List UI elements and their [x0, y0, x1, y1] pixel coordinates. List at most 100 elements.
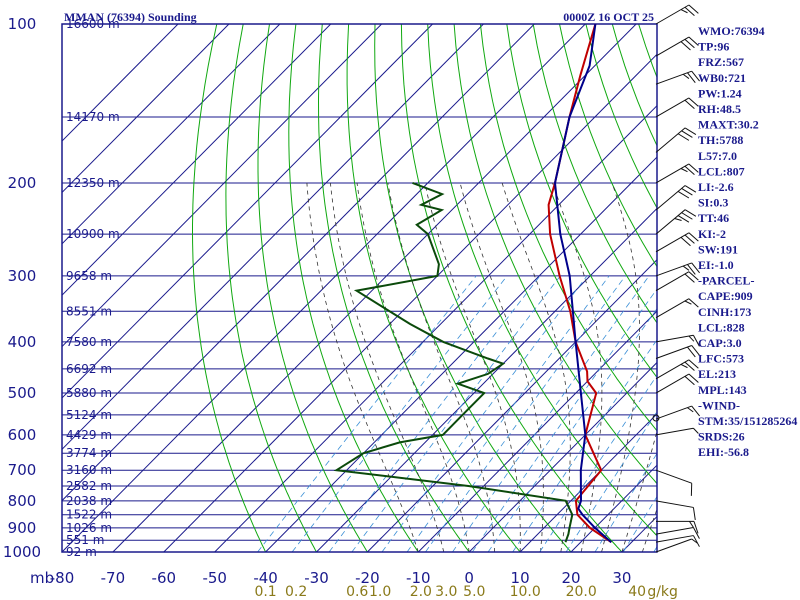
wind-barb-1: [655, 535, 700, 547]
isotherm--30: [316, 207, 657, 552]
height-label-5: 8551 m: [66, 304, 112, 318]
dry-adiabat-20: [374, 24, 572, 552]
index-line-24: -WIND-: [698, 398, 740, 412]
index-line-26: SRDS:26: [698, 430, 745, 444]
wind-barb-flag-7-0: [691, 405, 700, 417]
mixing-ratio-10: [539, 374, 657, 552]
height-label-15: 1522 m: [66, 508, 112, 522]
height-label-13: 2582 m: [66, 479, 112, 493]
sounding-curves: [333, 24, 612, 544]
wind-barb-flag-21-1: [687, 72, 696, 83]
height-label-16: 1026 m: [66, 521, 112, 535]
index-line-17: CAPE:909: [698, 289, 753, 303]
wind-barb-flag-6-0: [693, 427, 699, 434]
wind-barb-shaft-7: [655, 405, 692, 420]
dry-adiabat-60: [479, 24, 657, 432]
wind-barb-shaft-22: [655, 36, 690, 57]
wind-barb-flag-21-2: [682, 73, 690, 79]
height-label-6: 7580 m: [66, 335, 112, 349]
wind-barb-flag-14-1: [687, 264, 696, 275]
pressure-label-600: 600: [8, 426, 37, 444]
index-line-5: RH:48.5: [698, 102, 741, 116]
isotherm--120: [62, 24, 383, 348]
pressure-label-100: 100: [8, 15, 37, 33]
wind-barb-shaft-23: [655, 4, 690, 25]
wind-barb-shaft-5: [655, 469, 692, 484]
mixing-label-2: 0.6: [346, 584, 368, 600]
wind-barb-flag-22-2: [680, 41, 691, 51]
dry-adiabat-160: [744, 24, 800, 552]
height-label-1: 14170 m: [66, 110, 120, 124]
wind-barb-9: [655, 359, 699, 380]
mixing-label-10: g/kg: [647, 584, 678, 600]
index-line-21: LFC:573: [698, 352, 744, 366]
moist-adiabat--10: [306, 182, 419, 552]
wind-barb-17: [655, 185, 697, 211]
wind-barb-shaft-19: [655, 127, 686, 153]
dry-adiabat-0: [317, 24, 470, 552]
wind-barb-14: [655, 262, 700, 277]
pressure-label-300: 300: [8, 267, 37, 285]
height-label-7: 6692 m: [66, 362, 112, 376]
wind-barb-flag-20-0: [688, 97, 699, 107]
wind-barb-flag-4-0: [692, 507, 696, 521]
wind-barb-column: [652, 4, 700, 553]
index-line-15: EI:-1.0: [698, 258, 734, 272]
isotherm--90: [62, 24, 535, 502]
index-line-12: TT:46: [698, 211, 729, 225]
temp-label--60: -60: [152, 569, 177, 587]
isotherm--150: [62, 24, 230, 194]
temp-label-20: 20: [561, 569, 580, 587]
wind-barb-15: [655, 232, 699, 253]
index-line-20: CAP:3.0: [698, 336, 742, 350]
wind-barb-0: [655, 538, 698, 553]
mixing-label-5: 3.0: [435, 584, 457, 600]
height-label-9: 5124 m: [66, 408, 112, 422]
temp-label-0: 0: [464, 569, 474, 587]
wind-barb-flag-9-2: [680, 363, 688, 369]
isotherm--10: [417, 310, 657, 552]
wind-barb-20: [655, 97, 699, 118]
moist-adiabat-18: [501, 182, 571, 552]
wind-barb-shaft-17: [655, 185, 686, 211]
wind-barb-11: [655, 334, 700, 347]
wind-barb-22: [655, 36, 699, 57]
wind-barb-21: [655, 70, 700, 85]
wind-barb-6: [655, 427, 699, 436]
index-line-16: -PARCEL-: [698, 274, 754, 288]
wind-barb-19: [655, 127, 697, 153]
plot-frame: [61, 23, 658, 553]
wind-barb-flag-18-2: [680, 168, 688, 173]
wind-barb-flag-10-0: [691, 345, 700, 356]
wind-barb-flag-9-1: [684, 361, 695, 371]
wind-barb-flag-15-2: [680, 236, 691, 247]
wind-barb-flag-16-2: [677, 215, 690, 223]
moist-adiabat-10: [424, 182, 521, 552]
mixing-ratio-7: [512, 339, 657, 552]
dry-adiabat--20: [257, 24, 368, 552]
isotherm--160: [62, 24, 179, 142]
height-label-12: 3160 m: [66, 463, 112, 477]
wind-barb-12: [655, 298, 699, 319]
temp-label--10: -10: [406, 569, 431, 587]
mixing-label-7: 10.0: [510, 584, 541, 600]
isotherm--80: [62, 24, 586, 552]
wind-barb-10: [655, 345, 700, 359]
moist-adiabat-14: [459, 182, 544, 552]
dry-adiabat-50: [453, 24, 657, 485]
wind-barb-flag-15-0: [688, 232, 699, 242]
pressure-unit-label: mb: [30, 569, 54, 587]
wind-barb-23: [655, 4, 699, 25]
dry-adiabat--10: [288, 24, 419, 552]
wind-barb-shaft-11: [655, 334, 694, 343]
height-label-18: 92 m: [66, 545, 97, 559]
wind-barb-shaft-14: [655, 262, 692, 277]
wind-barb-flag-16-0: [684, 209, 697, 217]
height-label-2: 12350 m: [66, 176, 120, 190]
mixing-label-6: 5.0: [463, 584, 485, 600]
isotherm--60: [163, 53, 657, 552]
wind-barb-flag-17-0: [684, 185, 697, 193]
wind-barb-flag-7-1: [687, 407, 694, 413]
wind-barb-shaft-6: [655, 427, 694, 436]
